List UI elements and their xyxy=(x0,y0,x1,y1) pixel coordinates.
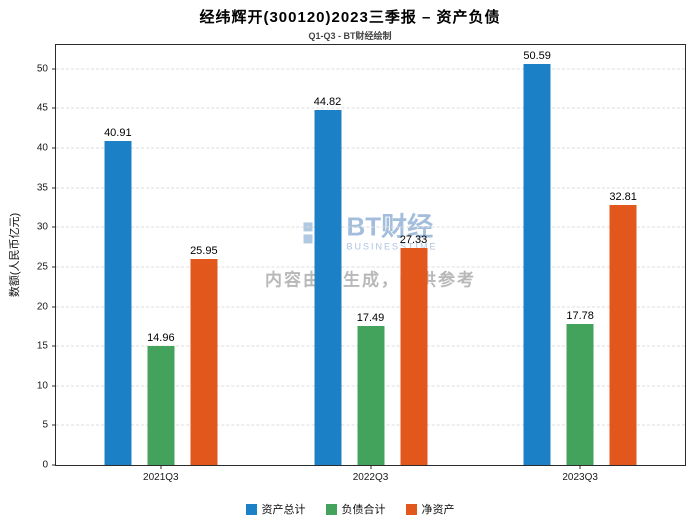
legend-label: 负债合计 xyxy=(341,504,386,516)
gridline xyxy=(56,107,685,109)
y-tick-label: 5 xyxy=(42,419,48,431)
y-tick-label: 25 xyxy=(36,261,48,273)
y-tick-label: 0 xyxy=(42,459,48,471)
bar-wrap: 50.59 xyxy=(523,45,551,465)
y-tick-mark xyxy=(52,187,56,189)
bar-value-label: 32.81 xyxy=(609,191,637,203)
bar-value-label: 17.49 xyxy=(356,312,385,325)
y-tick-mark xyxy=(52,345,56,347)
y-tick-mark xyxy=(52,266,56,268)
bar xyxy=(147,346,175,465)
legend-label: 资产总计 xyxy=(261,504,306,516)
bar-wrap: 25.95 xyxy=(190,45,218,465)
bar-group: 40.91 14.96 25.95 xyxy=(104,45,218,465)
legend-item: 净资产 xyxy=(405,501,455,517)
x-tick-mark xyxy=(579,465,581,469)
bar-value-label: 40.91 xyxy=(104,126,132,139)
bar-value-label: 50.59 xyxy=(523,50,551,63)
legend: 资产总计 负债合计 净资产 xyxy=(0,501,700,517)
y-tick-label: 30 xyxy=(36,221,48,233)
bar-value-label: 17.78 xyxy=(566,310,594,323)
bar-group: 44.82 17.49 27.33 xyxy=(314,45,427,465)
bar-wrap: 44.82 xyxy=(314,45,341,465)
y-tick-mark xyxy=(52,306,56,308)
x-tick-label: 2022Q3 xyxy=(352,472,389,483)
bar-group: 50.59 17.78 32.81 xyxy=(523,45,637,465)
y-tick-mark xyxy=(52,424,56,426)
legend-item: 负债合计 xyxy=(325,501,386,517)
y-tick-mark xyxy=(52,107,56,109)
bar-wrap: 32.81 xyxy=(609,45,637,465)
y-tick-label: 50 xyxy=(36,63,48,75)
bar-wrap: 17.49 xyxy=(357,45,384,465)
gridline xyxy=(56,147,685,149)
gridline xyxy=(56,306,685,308)
legend-swatch-icon xyxy=(325,503,337,515)
bar-wrap: 14.96 xyxy=(147,45,175,465)
legend-swatch-icon xyxy=(245,503,257,515)
bar-wrap: 27.33 xyxy=(400,45,427,465)
chart-subtitle: Q1-Q3 - BT财经绘制 xyxy=(308,31,392,41)
legend-swatch-icon xyxy=(405,503,417,515)
legend-label: 净资产 xyxy=(421,504,455,516)
bar xyxy=(190,259,218,465)
y-tick-mark xyxy=(52,226,56,228)
y-tick-label: 20 xyxy=(36,301,48,313)
x-tick-label: 2023Q3 xyxy=(562,472,598,483)
plot-area: BT财经 BUSINESSTIME 内容由AI生成，仅供参考 0 5 10 15 20 2… xyxy=(37,44,686,483)
y-tick-label: 10 xyxy=(36,380,48,392)
y-tick-label: 35 xyxy=(36,182,48,194)
bar xyxy=(609,205,637,465)
gridline xyxy=(56,266,685,268)
bar xyxy=(314,109,341,465)
chart-title: 经纬辉开(300120)2023三季报 – 资产负债 xyxy=(199,9,501,26)
bar-value-label: 44.82 xyxy=(313,95,342,108)
gridline xyxy=(56,68,685,70)
gridline xyxy=(56,187,685,189)
bar xyxy=(523,64,551,465)
bar xyxy=(357,326,384,465)
legend-item: 资产总计 xyxy=(245,501,306,517)
y-tick-label: 40 xyxy=(36,142,48,154)
y-tick-label: 45 xyxy=(36,102,48,114)
y-tick-mark xyxy=(52,385,56,387)
y-tick-label: 15 xyxy=(36,340,48,352)
bar-value-label: 27.33 xyxy=(399,234,428,247)
bar-value-label: 14.96 xyxy=(147,332,175,345)
x-tick-mark xyxy=(160,465,162,469)
bar-wrap: 17.78 xyxy=(566,45,594,465)
chart-area: 数额(人民币亿元) BT财经 BUSINESSTIME 内容由AI生成，仅供参考… xyxy=(9,44,686,483)
gridline xyxy=(56,226,685,228)
x-tick-mark xyxy=(370,465,371,469)
bar xyxy=(400,248,427,465)
bar xyxy=(566,324,594,465)
y-tick-mark xyxy=(52,68,56,70)
y-tick-mark xyxy=(52,464,56,466)
bar-wrap: 40.91 xyxy=(104,45,132,465)
y-axis-label: 数额(人民币亿元) xyxy=(9,212,21,298)
bar xyxy=(104,140,132,465)
y-tick-mark xyxy=(52,147,56,149)
x-tick-label: 2021Q3 xyxy=(143,472,179,483)
bar-value-label: 25.95 xyxy=(190,245,218,258)
